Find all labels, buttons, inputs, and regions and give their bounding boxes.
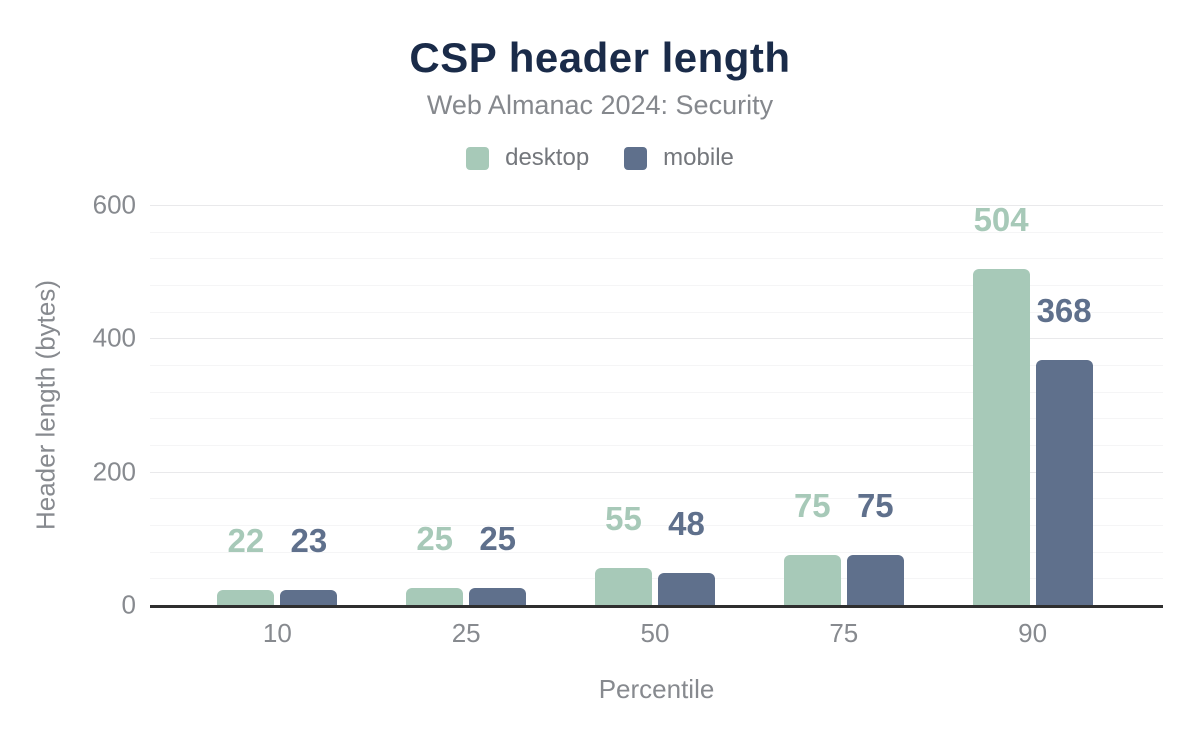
plot-area: 22 23 10 25 25 25 55 48 50 75 75 75 504 368 90 — [150, 201, 1163, 648]
x-tick-label-10: 10 — [262, 618, 292, 648]
gridline-minor — [150, 285, 1163, 286]
gridline-minor — [150, 525, 1163, 526]
x-axis-title: Percentile — [598, 674, 715, 704]
legend-item-desktop[interactable]: desktop — [466, 144, 589, 172]
bar-desktop-p10[interactable] — [217, 590, 275, 605]
legend-label-desktop: desktop — [505, 144, 590, 171]
gridline-minor — [150, 311, 1163, 313]
gridline-minor — [150, 578, 1163, 580]
gridline-minor — [150, 231, 1163, 233]
value-label-desktop-p25: 25 — [416, 520, 454, 558]
x-tick-label-25: 25 — [451, 618, 481, 648]
value-label-mobile-p90: 368 — [1036, 291, 1092, 329]
bar-mobile-p25[interactable] — [469, 588, 527, 605]
bar-desktop-p25[interactable] — [406, 588, 464, 605]
gridline-minor — [150, 498, 1163, 500]
legend-label-mobile: mobile — [663, 144, 734, 171]
y-tick-label-0: 0 — [121, 589, 136, 620]
y-tick-label-200: 200 — [92, 456, 136, 487]
y-axis-title: Header length (bytes) — [30, 279, 61, 531]
value-label-desktop-p50: 55 — [605, 500, 642, 538]
value-label-mobile-p75: 75 — [856, 487, 894, 524]
value-label-desktop-p90: 504 — [973, 201, 1029, 238]
legend-swatch-desktop — [466, 146, 490, 170]
bar-desktop-p90[interactable] — [972, 269, 1030, 605]
value-label-desktop-p10: 22 — [227, 522, 265, 560]
value-label-mobile-p50: 48 — [668, 505, 705, 542]
gridline-minor — [150, 445, 1163, 446]
gridline-minor — [150, 418, 1163, 420]
legend-item-mobile[interactable]: mobile — [624, 144, 734, 172]
x-tick-label-90: 90 — [1018, 618, 1048, 648]
gridline-major — [150, 205, 1163, 206]
y-tick-label-600: 600 — [92, 189, 136, 220]
gridline-minor — [150, 551, 1163, 553]
gridline-minor — [150, 258, 1163, 260]
bar-mobile-p90[interactable] — [1035, 359, 1093, 605]
bar-mobile-p50[interactable] — [658, 573, 715, 605]
legend: desktop mobile — [0, 144, 1200, 172]
bar-desktop-p50[interactable] — [595, 568, 652, 605]
gridline-major — [150, 338, 1163, 340]
gridline-major — [150, 471, 1163, 473]
x-tick-label-75: 75 — [829, 618, 859, 648]
bar-desktop-p75[interactable] — [783, 555, 841, 605]
x-axis-line — [150, 605, 1163, 608]
legend-swatch-mobile — [624, 146, 648, 170]
bar-mobile-p10[interactable] — [280, 589, 338, 605]
gridline-minor — [150, 365, 1163, 366]
chart-title: CSP header length — [409, 34, 791, 81]
bar-mobile-p75[interactable] — [846, 555, 904, 605]
value-label-desktop-p75: 75 — [793, 487, 831, 524]
y-tick-label-400: 400 — [92, 322, 136, 353]
value-label-mobile-p25: 25 — [479, 520, 517, 558]
chart-subtitle: Web Almanac 2024: Security — [426, 90, 774, 120]
value-label-mobile-p10: 23 — [290, 521, 328, 559]
x-tick-label-50: 50 — [640, 618, 670, 648]
gridline-minor — [150, 391, 1163, 393]
